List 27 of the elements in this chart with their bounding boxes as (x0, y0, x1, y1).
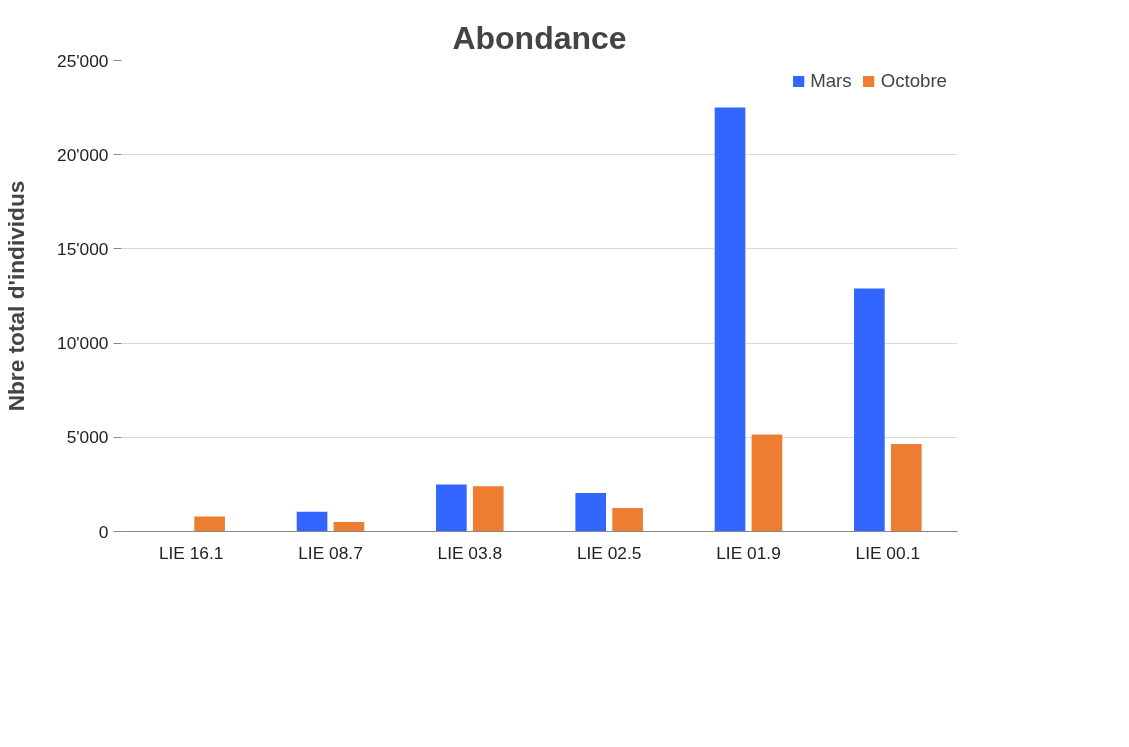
chart-title: Abondance (452, 19, 627, 56)
bar (333, 522, 365, 532)
y-tick-label: 15'000 (57, 238, 109, 259)
legend-label: Octobre (880, 70, 947, 92)
bar (296, 511, 328, 532)
y-tick-label: 0 (98, 521, 109, 542)
x-tick-label: LIE 00.1 (855, 542, 921, 563)
bar (194, 516, 225, 532)
bar (890, 443, 922, 532)
x-tick-label: LIE 03.8 (437, 542, 503, 563)
x-tick-label: LIE 02.5 (576, 542, 642, 563)
bar (472, 486, 504, 532)
x-tick-label: LIE 16.1 (158, 542, 224, 563)
x-tick-label: LIE 08.7 (298, 542, 363, 563)
y-tick-label: 20'000 (57, 144, 109, 165)
x-tick-label: LIE 01.9 (716, 542, 781, 563)
legend-label: Mars (810, 70, 852, 92)
bar (575, 492, 607, 532)
bar (854, 288, 885, 532)
bar (714, 107, 746, 532)
y-axis-title: Nbre total d'individus (3, 180, 30, 412)
bar (751, 434, 783, 532)
y-tick-label: 5'000 (66, 427, 109, 448)
y-tick-label: 10'000 (57, 333, 109, 354)
bar (612, 507, 643, 532)
y-tick-label: 25'000 (57, 50, 109, 71)
bar (436, 484, 467, 532)
